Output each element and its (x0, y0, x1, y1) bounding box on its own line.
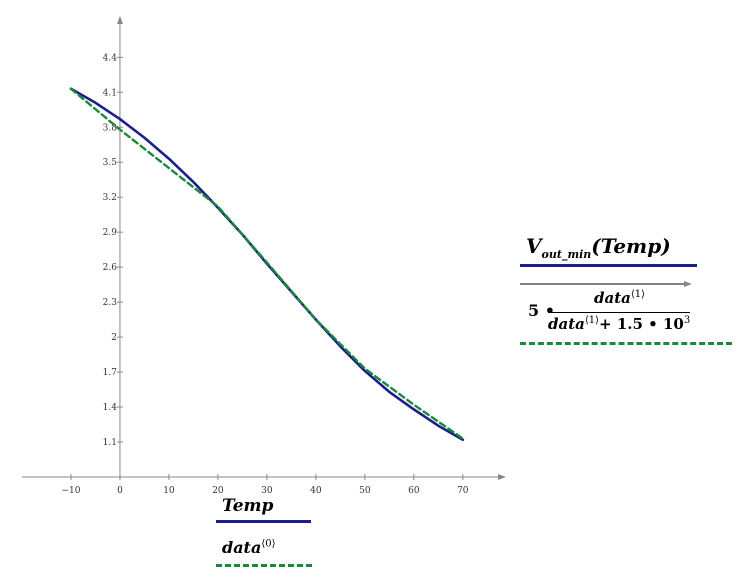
x-legend-data-sup: ⟨0⟩ (261, 538, 276, 550)
y-legend-den-exp: 3 (683, 315, 691, 326)
chart-ticks: −10 0 10 20 30 40 50 60 70 1.1 1.4 1.7 2 2.3 2.6 2.9 3.2… (61, 53, 468, 496)
y-tick-label: 2.6 (103, 263, 118, 273)
x-legend-solid-swatch (216, 520, 311, 523)
y-legend-coef: 5 • (528, 301, 555, 320)
x-tick-label: 30 (261, 486, 273, 496)
series-line-data (69, 87, 465, 440)
x-tick-label: 60 (408, 486, 420, 496)
y-legend-den-sup: ⟨1⟩ (584, 315, 600, 326)
x-tick-label: 20 (212, 486, 224, 496)
x-tick-label: 0 (117, 486, 123, 496)
x-legend-data-base: data (222, 538, 262, 557)
x-tick-label: 70 (457, 486, 469, 496)
x-tick-label: 50 (359, 486, 371, 496)
x-tick-label: 10 (163, 486, 175, 496)
y-legend-coef-text: 5 • (528, 301, 555, 320)
y-legend-fraction-bar (548, 312, 690, 313)
chart-series (69, 87, 465, 441)
y-tick-label: 2.9 (103, 228, 118, 238)
y-tick-label: 2 (111, 333, 117, 343)
y-legend-denominator: data⟨1⟩+ 1.5 • 103 (548, 315, 690, 333)
y-tick-label: 3.5 (103, 158, 118, 168)
x-tick-label: 40 (310, 486, 322, 496)
y-legend-solid-swatch (520, 264, 697, 267)
x-tick-label: −10 (61, 486, 80, 496)
y-tick-label: 4.1 (103, 88, 117, 98)
y-legend-num-sup: ⟨1⟩ (630, 289, 646, 300)
y-legend-v-sub: out_min (541, 248, 592, 261)
y-legend-den-rest: + 1.5 • 10 (599, 315, 684, 333)
x-legend-dashed-swatch (216, 564, 312, 567)
y-tick-label: 1.4 (103, 403, 118, 413)
x-legend-temp-label: Temp (222, 496, 274, 516)
y-legend-num-base: data (594, 289, 631, 307)
y-legend-v: V (526, 234, 542, 258)
y-legend-dashed-swatch (520, 342, 732, 345)
y-tick-label: 3.8 (103, 123, 118, 133)
y-legend-vout: Vout_min(Temp) (526, 234, 671, 261)
y-tick-label: 4.4 (103, 53, 118, 63)
y-tick-label: 3.2 (103, 193, 117, 203)
y-legend-v-arg: (Temp) (591, 234, 671, 258)
x-legend-temp: Temp (222, 496, 273, 516)
y-legend-numerator: data⟨1⟩ (594, 289, 645, 307)
y-tick-label: 1.7 (103, 368, 118, 378)
y-tick-label: 2.3 (103, 298, 118, 308)
y-tick-label: 1.1 (103, 438, 117, 448)
y-legend-den-base: data (548, 315, 585, 333)
x-legend-data: data⟨0⟩ (222, 538, 275, 557)
chart-axes (22, 16, 506, 480)
